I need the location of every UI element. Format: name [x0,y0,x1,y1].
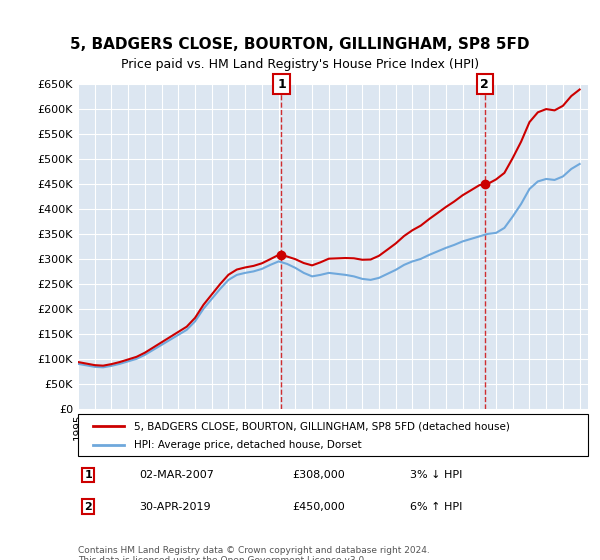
Text: 5, BADGERS CLOSE, BOURTON, GILLINGHAM, SP8 5FD (detached house): 5, BADGERS CLOSE, BOURTON, GILLINGHAM, S… [134,421,510,431]
Text: £308,000: £308,000 [292,470,345,480]
Text: HPI: Average price, detached house, Dorset: HPI: Average price, detached house, Dors… [134,440,362,450]
Text: 5, BADGERS CLOSE, BOURTON, GILLINGHAM, SP8 5FD: 5, BADGERS CLOSE, BOURTON, GILLINGHAM, S… [70,38,530,52]
Text: Contains HM Land Registry data © Crown copyright and database right 2024.
This d: Contains HM Land Registry data © Crown c… [78,546,430,560]
Text: 1: 1 [277,77,286,91]
Text: 02-MAR-2007: 02-MAR-2007 [139,470,214,480]
Text: 2: 2 [85,502,92,511]
Text: 1: 1 [85,470,92,480]
Text: 2: 2 [481,77,489,91]
Text: 3% ↓ HPI: 3% ↓ HPI [409,470,462,480]
FancyBboxPatch shape [78,414,588,456]
Text: 6% ↑ HPI: 6% ↑ HPI [409,502,462,511]
Text: Price paid vs. HM Land Registry's House Price Index (HPI): Price paid vs. HM Land Registry's House … [121,58,479,71]
Text: £450,000: £450,000 [292,502,345,511]
Text: 30-APR-2019: 30-APR-2019 [139,502,211,511]
